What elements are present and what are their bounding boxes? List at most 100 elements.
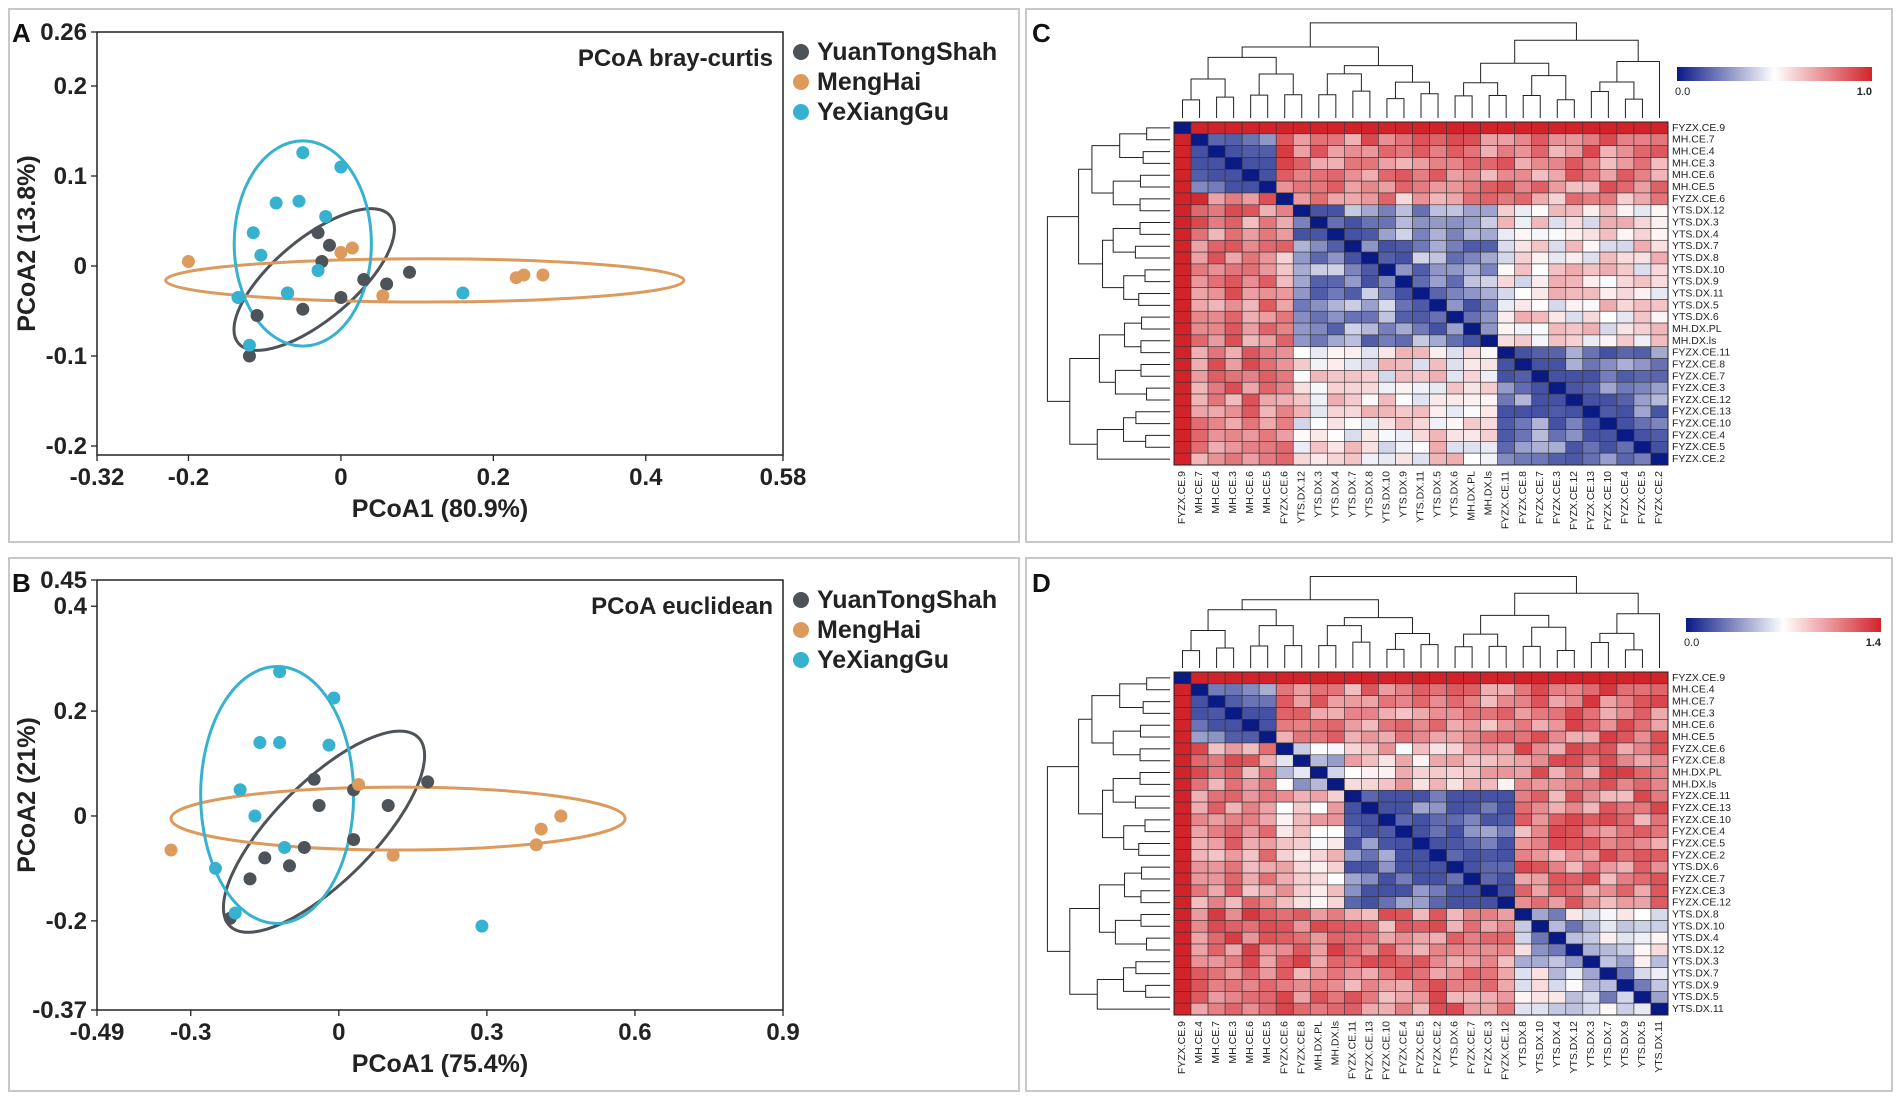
heatmap-cell bbox=[1480, 979, 1498, 992]
heatmap-cell bbox=[1446, 239, 1464, 253]
point-yexianggu bbox=[231, 291, 245, 304]
point-yuantongshah bbox=[381, 798, 395, 812]
heatmap-cell bbox=[1599, 813, 1618, 827]
heatmap-cell bbox=[1616, 849, 1635, 862]
heatmap-cell bbox=[1582, 370, 1601, 383]
heatmap-cell bbox=[1463, 931, 1481, 945]
heatmap-cell bbox=[1395, 429, 1413, 442]
heatmap-cell bbox=[1327, 405, 1345, 418]
heatmap-cell bbox=[1207, 920, 1226, 933]
heatmap-cell bbox=[1463, 180, 1481, 194]
column-label: MH.CE.5 bbox=[1261, 471, 1273, 514]
row-dendrogram-branch bbox=[1124, 872, 1142, 898]
column-dendrogram-branch bbox=[1284, 94, 1303, 118]
heatmap-cell bbox=[1429, 943, 1447, 957]
heatmap-cell bbox=[1599, 943, 1618, 957]
heatmap-cell bbox=[1378, 370, 1396, 383]
heatmap-cell bbox=[1531, 896, 1550, 909]
plot-title: PCoA euclidean bbox=[591, 593, 773, 620]
heatmap-cell bbox=[1241, 955, 1260, 968]
heatmap-cell bbox=[1446, 204, 1464, 217]
heatmap-cell bbox=[1548, 813, 1567, 827]
heatmap-cell bbox=[1446, 778, 1464, 791]
heatmap-cell bbox=[1531, 287, 1550, 300]
heatmap-cell bbox=[1582, 813, 1601, 827]
heatmap-cell bbox=[1173, 310, 1192, 324]
heatmap-cell bbox=[1224, 683, 1243, 696]
heatmap-cell bbox=[1378, 860, 1396, 874]
heatmap-cell bbox=[1292, 707, 1311, 720]
heatmap-cell bbox=[1633, 417, 1652, 430]
heatmap-cell bbox=[1361, 287, 1379, 300]
heatmap-cell bbox=[1361, 872, 1379, 886]
heatmap-cell bbox=[1599, 251, 1618, 265]
heatmap-cell bbox=[1514, 825, 1533, 838]
x-tick-label: 0 bbox=[334, 464, 347, 491]
heatmap-cell bbox=[1531, 441, 1550, 454]
heatmap-cell bbox=[1650, 801, 1669, 815]
heatmap-cell bbox=[1463, 742, 1481, 756]
heatmap-cell bbox=[1292, 789, 1311, 803]
scale-max-label: 1.0 bbox=[1857, 86, 1872, 98]
row-dendrogram-branch bbox=[1141, 866, 1170, 880]
heatmap-cell bbox=[1565, 1002, 1584, 1016]
column-label: MH.CE.3 bbox=[1227, 471, 1239, 514]
row-label: YTS.DX.8 bbox=[1672, 908, 1719, 920]
heatmap-cell bbox=[1599, 358, 1618, 371]
row-label: FYZX.CE.3 bbox=[1672, 885, 1725, 897]
heatmap-cell bbox=[1582, 955, 1601, 968]
heatmap-cell bbox=[1190, 133, 1209, 146]
heatmap-cell bbox=[1292, 287, 1311, 300]
heatmap-cell bbox=[1327, 1002, 1345, 1016]
heatmap-cell bbox=[1258, 742, 1277, 756]
heatmap-cell bbox=[1344, 1002, 1362, 1016]
heatmap-cell bbox=[1531, 346, 1550, 359]
heatmap-cell bbox=[1599, 239, 1618, 253]
column-label: FYZX.CE.3 bbox=[1551, 471, 1563, 524]
heatmap-cell bbox=[1224, 920, 1243, 933]
heatmap-cell bbox=[1497, 837, 1515, 850]
heatmap-cell bbox=[1207, 979, 1226, 992]
row-dendrogram-branch bbox=[1046, 766, 1079, 952]
heatmap-cell bbox=[1224, 813, 1243, 827]
point-menghai bbox=[181, 255, 195, 268]
heatmap-cell bbox=[1173, 979, 1192, 992]
heatmap-cell bbox=[1224, 1002, 1243, 1016]
heatmap-cell bbox=[1531, 310, 1550, 324]
heatmap-cell bbox=[1275, 754, 1294, 767]
heatmap-cell bbox=[1446, 334, 1464, 348]
heatmap-cell bbox=[1190, 393, 1209, 407]
row-dendrogram-branch bbox=[1140, 363, 1170, 377]
heatmap-cell bbox=[1292, 441, 1311, 454]
heatmap-cell bbox=[1599, 719, 1618, 732]
heatmap-cell bbox=[1309, 310, 1328, 324]
heatmap-cell bbox=[1275, 287, 1294, 300]
heatmap-cell bbox=[1224, 133, 1243, 146]
heatmap-cell bbox=[1207, 417, 1226, 430]
column-dendrogram-branch bbox=[1624, 649, 1643, 668]
heatmap-cell bbox=[1207, 180, 1226, 194]
heatmap-cell bbox=[1361, 452, 1379, 466]
heatmap-cell bbox=[1361, 908, 1379, 921]
heatmap-cell bbox=[1309, 695, 1328, 708]
heatmap-cell bbox=[1309, 979, 1328, 992]
heatmap-cell bbox=[1514, 121, 1533, 135]
heatmap-cell bbox=[1463, 991, 1481, 1004]
heatmap-cell bbox=[1616, 730, 1635, 744]
heatmap-cell bbox=[1616, 707, 1635, 720]
heatmap-cell bbox=[1412, 920, 1430, 933]
heatmap-cell bbox=[1599, 872, 1618, 886]
heatmap-cell bbox=[1531, 955, 1550, 968]
heatmap-cell bbox=[1531, 334, 1550, 348]
heatmap-cell bbox=[1309, 991, 1328, 1004]
heatmap-cell bbox=[1275, 742, 1294, 756]
heatmap-cell bbox=[1309, 825, 1328, 838]
column-label: MH.CE.3 bbox=[1227, 1021, 1239, 1064]
heatmap-cell bbox=[1361, 441, 1379, 454]
row-label: FYZX.CE.6 bbox=[1672, 743, 1725, 755]
column-dendrogram-branch bbox=[1420, 644, 1439, 668]
column-dendrogram-branch bbox=[1616, 613, 1660, 668]
heatmap-cell bbox=[1190, 778, 1209, 791]
heatmap-cell bbox=[1378, 429, 1396, 442]
heatmap-cell bbox=[1361, 322, 1379, 336]
